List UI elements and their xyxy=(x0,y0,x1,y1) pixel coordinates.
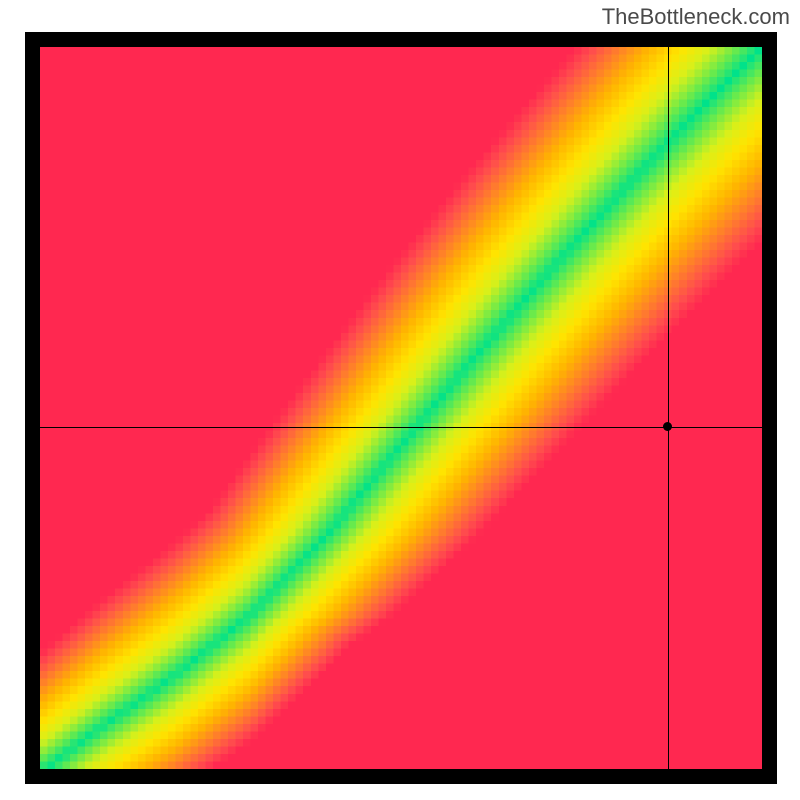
watermark-text: TheBottleneck.com xyxy=(602,4,790,30)
crosshair-vertical xyxy=(668,32,669,784)
heatmap-canvas xyxy=(25,32,777,784)
chart-container: TheBottleneck.com xyxy=(0,0,800,800)
heatmap-plot xyxy=(25,32,777,784)
